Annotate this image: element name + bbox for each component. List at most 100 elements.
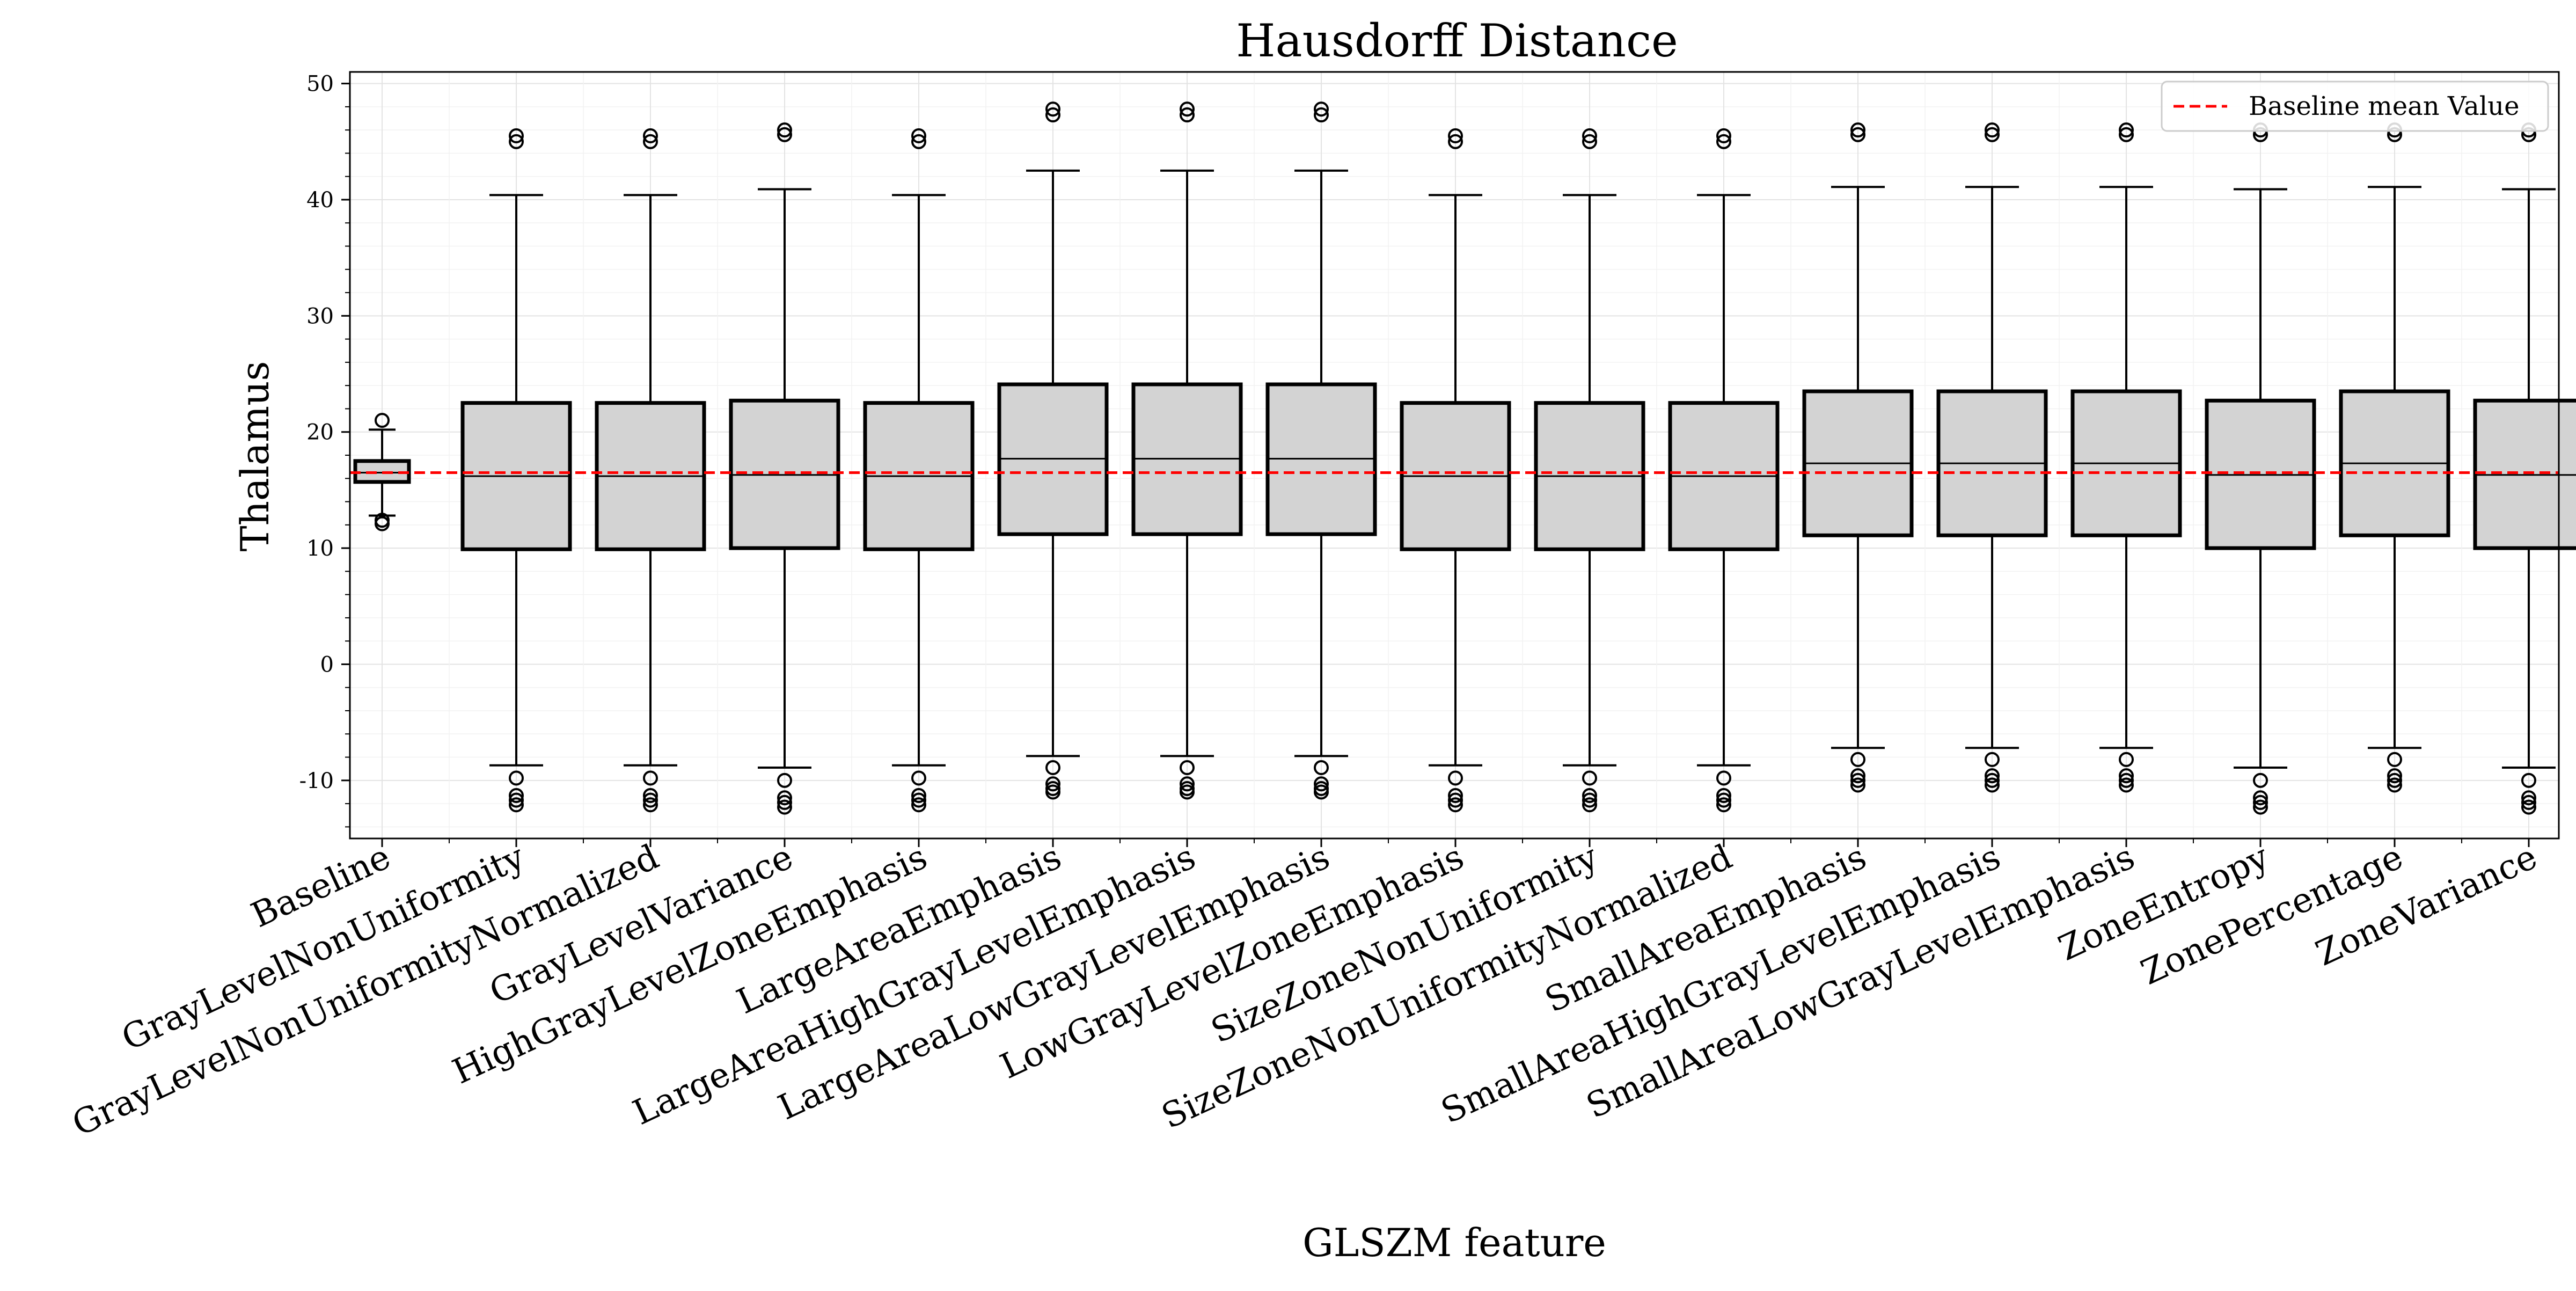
box-GrayLevelNonUniformity [460, 128, 572, 813]
outlier-point [1850, 752, 1865, 767]
box-SizeZoneNonUniformity [1534, 128, 1645, 813]
outlier-point [1850, 127, 1865, 142]
outlier-point [1180, 107, 1195, 123]
outlier-point [1582, 134, 1597, 149]
outlier-point [509, 770, 524, 786]
box-GrayLevelVariance [729, 122, 840, 815]
outlier-point [1716, 792, 1731, 808]
outlier-point [1448, 134, 1463, 149]
outlier-point [911, 128, 926, 143]
y-tick-label: 50 [306, 72, 334, 97]
outlier-point [2253, 790, 2268, 806]
outlier-point [2387, 768, 2402, 784]
outlier-point [1582, 128, 1597, 143]
outlier-point [643, 128, 658, 143]
outlier-point [509, 787, 524, 803]
y-tick-label: 40 [306, 188, 334, 213]
outlier-point [509, 128, 524, 143]
y-ticks: -10 0 10 20 30 40 50 [299, 72, 350, 828]
outlier-point [2521, 794, 2536, 810]
outlier-point [1582, 787, 1597, 803]
outlier-point [1985, 122, 2000, 138]
outlier-point [1314, 101, 1329, 117]
box-LargeAreaHighGrayLevelEmphasis [1131, 101, 1243, 800]
outlier-point [1985, 752, 2000, 767]
outlier-point [1045, 784, 1060, 800]
outlier-point [2119, 768, 2134, 784]
outlier-point [2119, 127, 2134, 142]
outlier-point [777, 122, 792, 138]
outlier-point [2387, 752, 2402, 767]
outlier-point [777, 772, 792, 788]
outlier-point [1850, 768, 1865, 784]
outlier-point [1314, 107, 1329, 123]
outlier-point [1045, 776, 1060, 792]
outlier-point [1582, 792, 1597, 808]
outlier-point [911, 792, 926, 808]
outlier-point [1045, 101, 1060, 117]
outlier-point [1850, 777, 1865, 793]
outlier-point [1180, 776, 1195, 792]
x-axis-label: GLSZM feature [1302, 1220, 1606, 1265]
outlier-point [911, 770, 926, 786]
outlier-point [2521, 799, 2536, 815]
outlier-point [911, 797, 926, 813]
outlier-point [2387, 772, 2402, 788]
outlier-point [1314, 760, 1329, 776]
outlier-point [777, 799, 792, 815]
box-SmallAreaHighGrayLevelEmphasis [1936, 122, 2048, 793]
x-tick-label: ZoneVariance [2310, 837, 2543, 974]
outlier-point [1582, 770, 1597, 786]
box-ZoneEntropy [2205, 122, 2316, 815]
outlier-point [1985, 777, 2000, 793]
box-ZonePercentage [2339, 122, 2450, 793]
y-axis-label: Thalamus [232, 361, 277, 552]
outlier-point [643, 797, 658, 813]
outlier-point [643, 792, 658, 808]
outlier-point [1582, 797, 1597, 813]
outlier-point [2119, 777, 2134, 793]
outlier-point [1448, 797, 1463, 813]
boxes [353, 101, 2576, 815]
outlier-point [777, 794, 792, 810]
outlier-point [1448, 128, 1463, 143]
box-ZoneVariance [2473, 122, 2576, 815]
legend-box [2161, 81, 2549, 132]
outlier-point [1985, 772, 2000, 788]
box-LargeAreaLowGrayLevelEmphasis [1265, 101, 1377, 800]
outlier-point [1448, 787, 1463, 803]
y-tick-label: 0 [320, 652, 334, 677]
outlier-point [1716, 134, 1731, 149]
chart-title: Hausdorff Distance [1236, 14, 1678, 67]
outlier-point [2119, 772, 2134, 788]
outlier-point [777, 127, 792, 142]
outlier-point [2119, 752, 2134, 767]
y-tick-label: 10 [306, 536, 334, 561]
outlier-point [2253, 772, 2268, 788]
outlier-point [1716, 128, 1731, 143]
outlier-point [509, 792, 524, 808]
outlier-point [1716, 770, 1731, 786]
outlier-point [375, 413, 390, 428]
outlier-point [1448, 770, 1463, 786]
outlier-point [1045, 107, 1060, 123]
outlier-point [1850, 772, 1865, 788]
outlier-point [509, 134, 524, 149]
outlier-point [1716, 787, 1731, 803]
outlier-point [2119, 122, 2134, 138]
box-SmallAreaEmphasis [1802, 122, 1914, 793]
outlier-point [1180, 101, 1195, 117]
outlier-point [1716, 797, 1731, 813]
outlier-point [643, 134, 658, 149]
outlier-point [2521, 772, 2536, 788]
outlier-point [1180, 760, 1195, 776]
box-GrayLevelNonUniformityNormalized [595, 128, 706, 813]
outlier-point [2387, 777, 2402, 793]
outlier-point [375, 516, 390, 531]
outlier-point [911, 787, 926, 803]
y-tick-label: -10 [299, 769, 334, 793]
box-HighGrayLevelZoneEmphasis [863, 128, 975, 813]
x-ticks: BaselineGrayLevelNonUniformityGrayLevelN… [67, 837, 2543, 1144]
